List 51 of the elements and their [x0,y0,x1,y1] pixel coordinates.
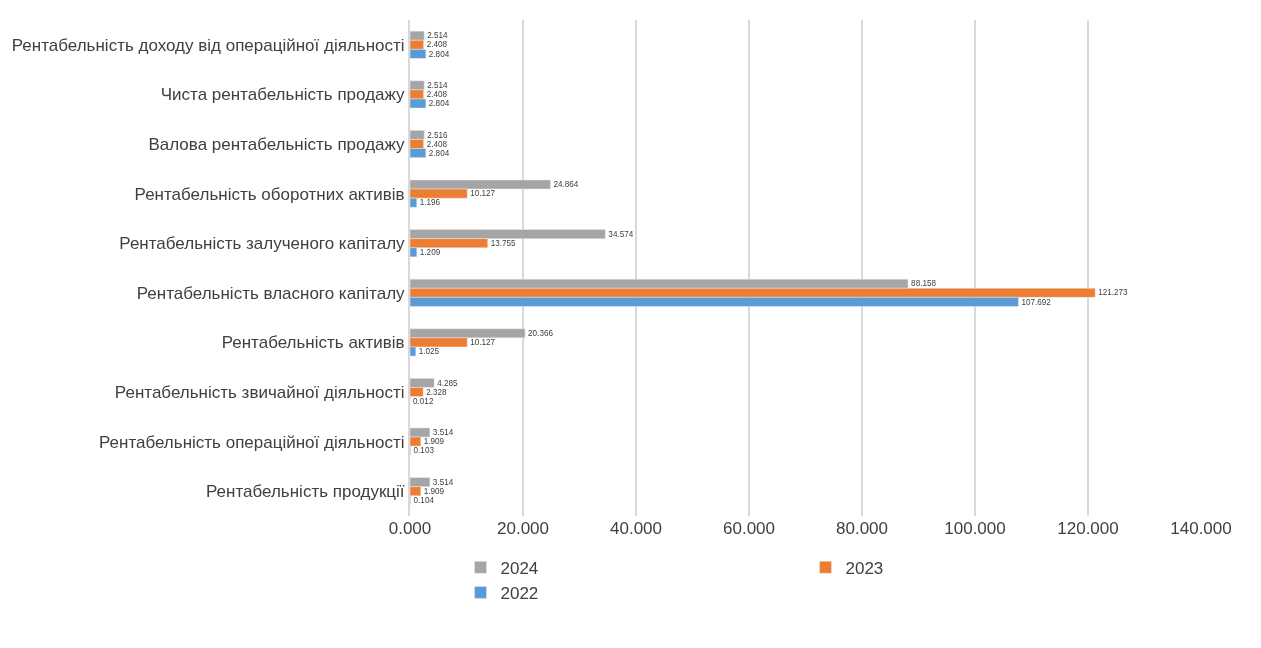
data-label: 10.127 [470,189,496,199]
data-label: 0.012 [413,396,434,406]
data-label: 0.103 [413,446,435,456]
data-label: 10.127 [470,338,496,348]
data-label: 2.804 [428,49,450,59]
x-tick-label: 100.000 [944,519,1006,538]
data-label: 88.158 [911,279,937,289]
data-label: 2.408 [426,139,448,149]
data-label: 2.804 [428,99,450,109]
data-label: 2.804 [428,148,450,158]
y-tick-label: Валова рентабельність продажу [148,134,406,154]
y-tick-label: Чиста рентабельність продажу [160,85,406,105]
legend-label: 2023 [845,558,884,578]
data-label: 1.909 [423,486,445,496]
legend-label: 2024 [500,558,539,578]
legend-label: 2022 [500,584,539,604]
y-tick-label: Рентабельність операційної діяльності [98,432,405,452]
x-tick-label: 120.000 [1057,519,1119,538]
data-label: 2.514 [427,31,449,41]
y-tick-label: Рентабельність звичайної діяльності [114,382,405,402]
data-label: 2.328 [426,387,447,397]
y-tick-label: Рентабельність залученого капіталу [119,234,406,254]
data-label: 2.516 [427,130,449,140]
x-tick-label: 80.000 [836,519,888,538]
x-tick-label: 20.000 [497,519,549,538]
data-label: 3.514 [432,477,454,487]
x-tick-label: 0.000 [388,519,432,538]
y-tick-label: Рентабельність активів [221,333,405,353]
data-label: 121.273 [1098,288,1129,298]
y-tick-label: Рентабельність оборотних активів [134,184,405,204]
data-label: 3.514 [432,428,454,438]
data-label: 24.864 [553,180,579,190]
data-label: 1.209 [419,247,441,257]
data-label: 13.755 [490,238,517,248]
data-label: 1.025 [418,347,440,357]
data-label: 20.366 [528,328,554,338]
data-label: 1.196 [419,198,441,208]
data-label: 2.408 [426,40,448,50]
x-tick-label: 60.000 [723,519,775,538]
data-label: 2.514 [427,80,449,90]
data-label: 34.574 [608,229,634,239]
x-tick-label: 140.000 [1170,519,1232,538]
data-label: 0.104 [413,495,435,505]
y-tick-label: Рентабельність доходу від операційної діяльності [11,35,405,55]
y-tick-label: Рентабельність продукції [206,482,405,502]
y-tick-label: Рентабельність власного капіталу [136,283,406,303]
data-label: 1.909 [423,437,445,447]
data-label: 107.692 [1021,297,1052,307]
data-label: 2.408 [426,90,448,100]
data-label: 4.285 [437,378,459,388]
x-tick-label: 40.000 [610,519,662,538]
